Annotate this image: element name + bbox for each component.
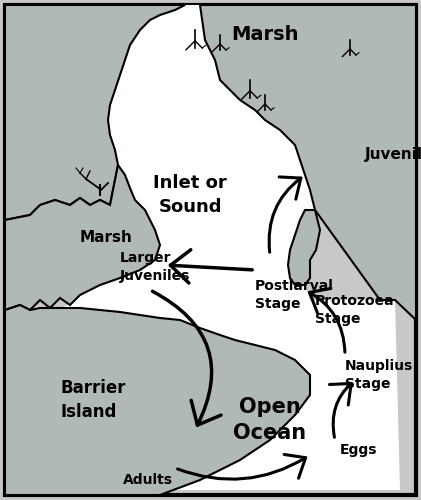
FancyArrowPatch shape (330, 384, 351, 438)
FancyArrowPatch shape (152, 292, 221, 425)
Text: Nauplius
Stage: Nauplius Stage (345, 360, 413, 390)
Polygon shape (5, 165, 160, 310)
Polygon shape (10, 5, 400, 490)
Text: Marsh: Marsh (80, 230, 133, 244)
FancyArrowPatch shape (178, 454, 306, 479)
FancyArrowPatch shape (309, 288, 345, 352)
Polygon shape (5, 305, 310, 495)
Text: Open
Ocean: Open Ocean (233, 397, 306, 443)
Polygon shape (200, 5, 416, 320)
Text: Adults: Adults (123, 473, 173, 487)
Text: Barrier
Island: Barrier Island (60, 379, 125, 421)
Text: Marsh: Marsh (231, 26, 299, 44)
FancyArrowPatch shape (171, 250, 252, 283)
Polygon shape (5, 5, 185, 220)
Text: Larger
Juveniles: Larger Juveniles (120, 252, 190, 282)
Text: Eggs: Eggs (340, 443, 378, 457)
Text: Inlet or
Sound: Inlet or Sound (153, 174, 227, 216)
FancyArrowPatch shape (269, 177, 301, 252)
Text: Postlarval
Stage: Postlarval Stage (255, 280, 334, 310)
Text: Juveniles: Juveniles (365, 148, 421, 162)
Polygon shape (288, 210, 320, 285)
Text: Protozoea
Stage: Protozoea Stage (315, 294, 394, 326)
